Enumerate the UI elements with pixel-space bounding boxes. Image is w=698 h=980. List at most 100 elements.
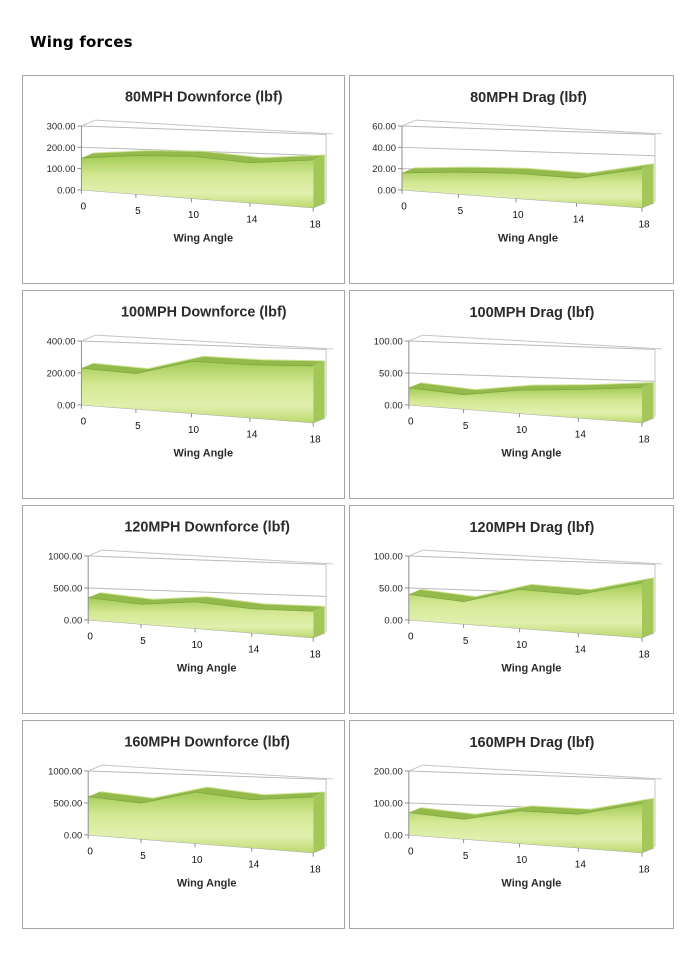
chart-panel: 100MPH Drag (lbf) 0.00 50.00 100.00 0 5 10 14 18…	[349, 290, 674, 499]
x-tick-label: 18	[638, 865, 650, 876]
wall-top-left-edge	[81, 119, 96, 127]
x-tick-label: 14	[246, 215, 258, 226]
area-front-face	[408, 582, 642, 638]
y-tick-label: 1000.00	[48, 765, 82, 776]
area-profile-edge	[88, 597, 314, 612]
chart-panel: 160MPH Downforce (lbf) 0.00 500.00 1000.00 0…	[22, 720, 345, 929]
x-tick-label: 10	[512, 210, 524, 221]
area-side-face	[642, 163, 654, 208]
gridline	[401, 146, 656, 157]
gridline	[408, 340, 656, 350]
wall-top-left-edge	[87, 549, 103, 557]
y-tick-label: 100.00	[374, 337, 403, 348]
x-tick-label: 18	[310, 650, 322, 661]
x-tick-label: 14	[573, 215, 585, 226]
x-tick-label: 5	[463, 421, 469, 432]
area-profile-edge	[401, 168, 643, 179]
x-tick-label: 10	[188, 425, 200, 436]
y-tick-label: 500.00	[53, 797, 82, 808]
area-side-face	[313, 791, 326, 853]
chart-panel: 80MPH Downforce (lbf) 0.00 100.00 200.00 300…	[22, 75, 345, 284]
x-axis-title: Wing Angle	[501, 877, 561, 889]
area-side-face	[642, 382, 654, 423]
x-tick-label: 5	[140, 636, 146, 647]
y-tick-label: 1000.00	[48, 550, 82, 561]
x-tick-label: 5	[463, 636, 469, 647]
area-profile-edge	[81, 360, 314, 374]
y-tick-label: 40.00	[372, 143, 396, 154]
x-tick-label: 14	[248, 645, 260, 656]
x-tick-label: 0	[408, 632, 414, 643]
chart-panel: 120MPH Downforce (lbf) 0.00 500.00 1000.00 0…	[22, 505, 345, 714]
x-tick-label: 5	[463, 851, 469, 862]
gridline	[401, 125, 656, 135]
y-tick-label: 300.00	[47, 120, 76, 131]
x-tick-label: 18	[310, 220, 322, 231]
y-tick-label: 60.00	[372, 122, 396, 133]
y-tick-label: 50.00	[379, 583, 403, 594]
area-top-surface	[81, 150, 326, 163]
gridline	[88, 587, 327, 597]
x-tick-label: 10	[516, 640, 528, 651]
ceiling-back-edge	[415, 119, 663, 135]
chart-panel: 80MPH Drag (lbf) 0.00 20.00 40.00 60.00 0 5 10 1…	[349, 75, 674, 284]
x-axis-title: Wing Angle	[177, 662, 237, 674]
ceiling-back-edge	[102, 549, 334, 565]
y-tick-label: 400.00	[47, 335, 76, 346]
x-tick-label: 10	[188, 210, 200, 221]
gridline	[81, 340, 327, 350]
chart-title: 160MPH Downforce (lbf)	[124, 735, 290, 751]
x-tick-label: 5	[458, 206, 464, 217]
area-chart: 120MPH Drag (lbf) 0.00 50.00 100.00 0 5 10 14 18…	[374, 520, 663, 674]
area-top-highlight	[420, 382, 655, 391]
chart-title: 120MPH Drag (lbf)	[469, 520, 594, 536]
area-front-face	[408, 387, 642, 423]
y-tick-label: 0.00	[64, 829, 82, 840]
area-top-highlight	[413, 163, 655, 174]
x-axis-title: Wing Angle	[501, 447, 561, 459]
x-axis-title: Wing Angle	[177, 877, 237, 889]
area-chart: 160MPH Downforce (lbf) 0.00 500.00 1000.00 0…	[48, 735, 334, 889]
area-profile-edge	[408, 582, 643, 603]
y-tick-label: 0.00	[57, 399, 75, 410]
area-top-surface	[81, 356, 326, 374]
x-axis-title: Wing Angle	[498, 232, 558, 244]
x-tick-label: 0	[81, 417, 87, 428]
area-top-surface	[88, 787, 326, 804]
area-top-surface	[408, 382, 654, 395]
x-tick-label: 18	[310, 865, 322, 876]
chart-title: 100MPH Drag (lbf)	[469, 305, 594, 321]
area-chart: 80MPH Downforce (lbf) 0.00 100.00 200.00 300…	[47, 90, 334, 244]
y-tick-label: 100.00	[47, 163, 76, 174]
x-tick-label: 10	[192, 855, 204, 866]
x-tick-label: 18	[638, 220, 650, 231]
y-tick-label: 100.00	[374, 798, 403, 809]
y-tick-label: 500.00	[53, 582, 82, 593]
area-top-surface	[408, 577, 654, 602]
x-tick-label: 14	[575, 430, 587, 441]
area-top-highlight	[93, 150, 326, 159]
gridline	[88, 770, 327, 780]
area-front-face	[402, 168, 642, 208]
area-profile-edge	[81, 155, 314, 164]
x-tick-label: 10	[192, 640, 204, 651]
chart-title: 100MPH Downforce (lbf)	[121, 305, 287, 321]
area-top-highlight	[93, 355, 326, 370]
area-chart: 100MPH Drag (lbf) 0.00 50.00 100.00 0 5 10 14 18…	[374, 305, 663, 459]
area-profile-edge	[88, 791, 314, 804]
x-tick-label: 14	[575, 645, 587, 656]
chart-panel: 120MPH Drag (lbf) 0.00 50.00 100.00 0 5 10 14 18…	[349, 505, 674, 714]
x-tick-label: 14	[246, 430, 258, 441]
chart-panel: 160MPH Drag (lbf) 0.00 100.00 200.00 0 5 10 14 1…	[349, 720, 674, 929]
wall-top-left-edge	[87, 764, 103, 772]
wall-top-left-edge	[408, 334, 423, 342]
wall-top-left-edge	[81, 334, 96, 342]
ceiling-back-edge	[95, 334, 334, 350]
ceiling-back-edge	[95, 119, 334, 135]
wall-top-left-edge	[408, 549, 423, 557]
ceiling-back-edge	[422, 334, 663, 350]
area-chart: 120MPH Downforce (lbf) 0.00 500.00 1000.00 0…	[48, 520, 334, 674]
area-front-face	[88, 792, 314, 853]
y-tick-label: 100.00	[374, 552, 403, 563]
y-tick-label: 0.00	[384, 615, 402, 626]
